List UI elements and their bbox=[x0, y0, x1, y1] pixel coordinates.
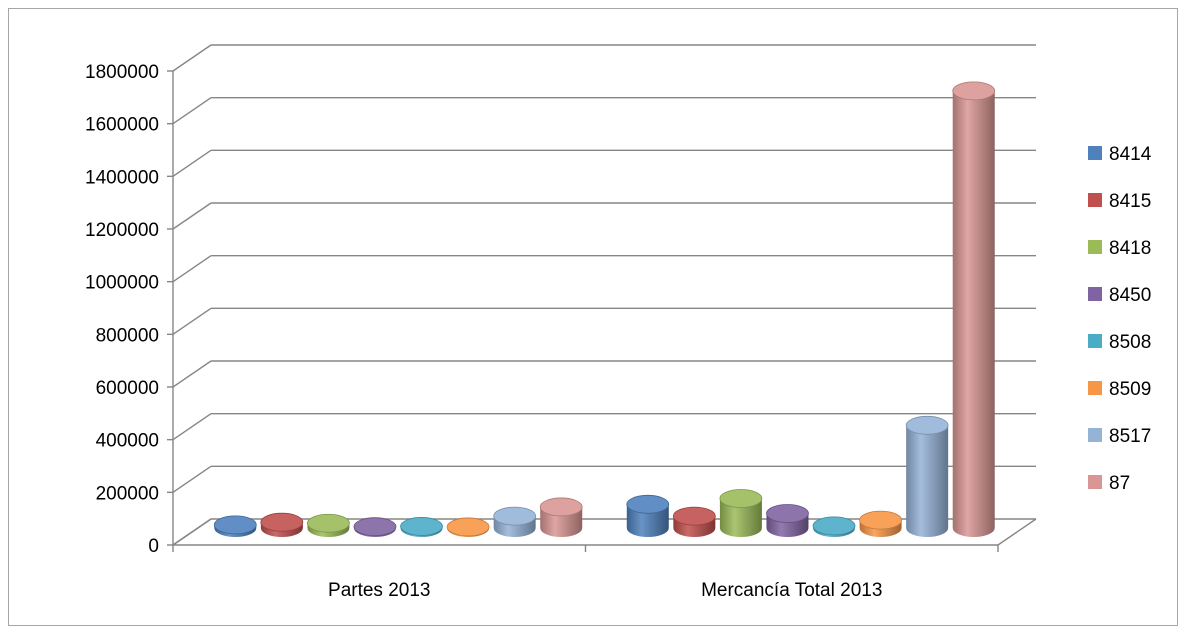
bar-8509-2 bbox=[859, 510, 902, 537]
bar-87-1 bbox=[539, 497, 583, 537]
bar-8508-1 bbox=[400, 517, 443, 537]
bar-8415-2 bbox=[672, 506, 716, 537]
bar-8508-2 bbox=[812, 516, 856, 537]
y-tick-label: 1200000 bbox=[85, 220, 159, 241]
bar-8450-2 bbox=[766, 504, 809, 537]
y-tick-label: 1600000 bbox=[85, 115, 159, 136]
bar-87-2 bbox=[952, 81, 996, 537]
legend-swatch-8415 bbox=[1088, 193, 1102, 207]
legend: 8414 8415 8418 8450 8508 8509 8517 87 bbox=[1088, 144, 1152, 494]
gridline-depth bbox=[172, 149, 212, 177]
gridline-depth bbox=[172, 465, 212, 493]
legend-swatch-8414 bbox=[1088, 146, 1102, 160]
gridline-depth bbox=[172, 44, 212, 72]
legend-label-8509: 8509 bbox=[1109, 379, 1151, 400]
gridline-depth bbox=[172, 202, 212, 230]
bar-8509-1 bbox=[446, 517, 490, 537]
legend-swatch-8509 bbox=[1088, 381, 1102, 395]
legend-label-8450: 8450 bbox=[1109, 285, 1151, 306]
y-tick-label: 800000 bbox=[96, 325, 159, 346]
bars bbox=[213, 81, 996, 537]
gridlines: 0 200000 400000 600000 800000 1000000 1200000 1… bbox=[85, 44, 1036, 557]
x-category-label: Partes 2013 bbox=[328, 580, 430, 601]
legend-label-87: 87 bbox=[1109, 473, 1130, 494]
bar-8414-2 bbox=[626, 494, 670, 537]
gridline-depth bbox=[172, 97, 212, 125]
legend-label-8415: 8415 bbox=[1109, 191, 1151, 212]
floor-edge bbox=[997, 518, 1037, 546]
bar-8517-2 bbox=[905, 415, 949, 537]
gridline-depth bbox=[172, 413, 212, 441]
gridline-depth bbox=[172, 255, 212, 283]
legend-label-8414: 8414 bbox=[1109, 144, 1152, 165]
bar-8517-1 bbox=[493, 506, 537, 537]
gridline-depth bbox=[172, 307, 212, 335]
legend-swatch-87 bbox=[1088, 475, 1102, 489]
y-tick-label: 1000000 bbox=[85, 273, 159, 294]
legend-swatch-8450 bbox=[1088, 287, 1102, 301]
y-tick-label: 1400000 bbox=[85, 167, 159, 188]
y-tick-label: 600000 bbox=[96, 378, 159, 399]
bar-8415-1 bbox=[260, 512, 304, 537]
legend-label-8517: 8517 bbox=[1109, 426, 1151, 447]
legend-swatch-8508 bbox=[1088, 334, 1102, 348]
bar-8418-1 bbox=[307, 513, 350, 537]
y-tick-label: 0 bbox=[148, 536, 159, 557]
y-tick-label: 200000 bbox=[96, 483, 159, 504]
bar-8418-2 bbox=[719, 489, 763, 537]
floor-edge bbox=[172, 518, 212, 546]
y-tick-label: 1800000 bbox=[85, 62, 159, 83]
legend-swatch-8517 bbox=[1088, 428, 1102, 442]
legend-label-8508: 8508 bbox=[1109, 332, 1151, 353]
y-tick-label: 400000 bbox=[96, 431, 159, 452]
legend-label-8418: 8418 bbox=[1109, 238, 1151, 259]
legend-swatch-8418 bbox=[1088, 240, 1102, 254]
gridline-depth bbox=[172, 360, 212, 388]
bar-8450-1 bbox=[353, 517, 397, 537]
bar-8414-1 bbox=[213, 515, 257, 537]
x-category-label: Mercancía Total 2013 bbox=[701, 580, 882, 601]
